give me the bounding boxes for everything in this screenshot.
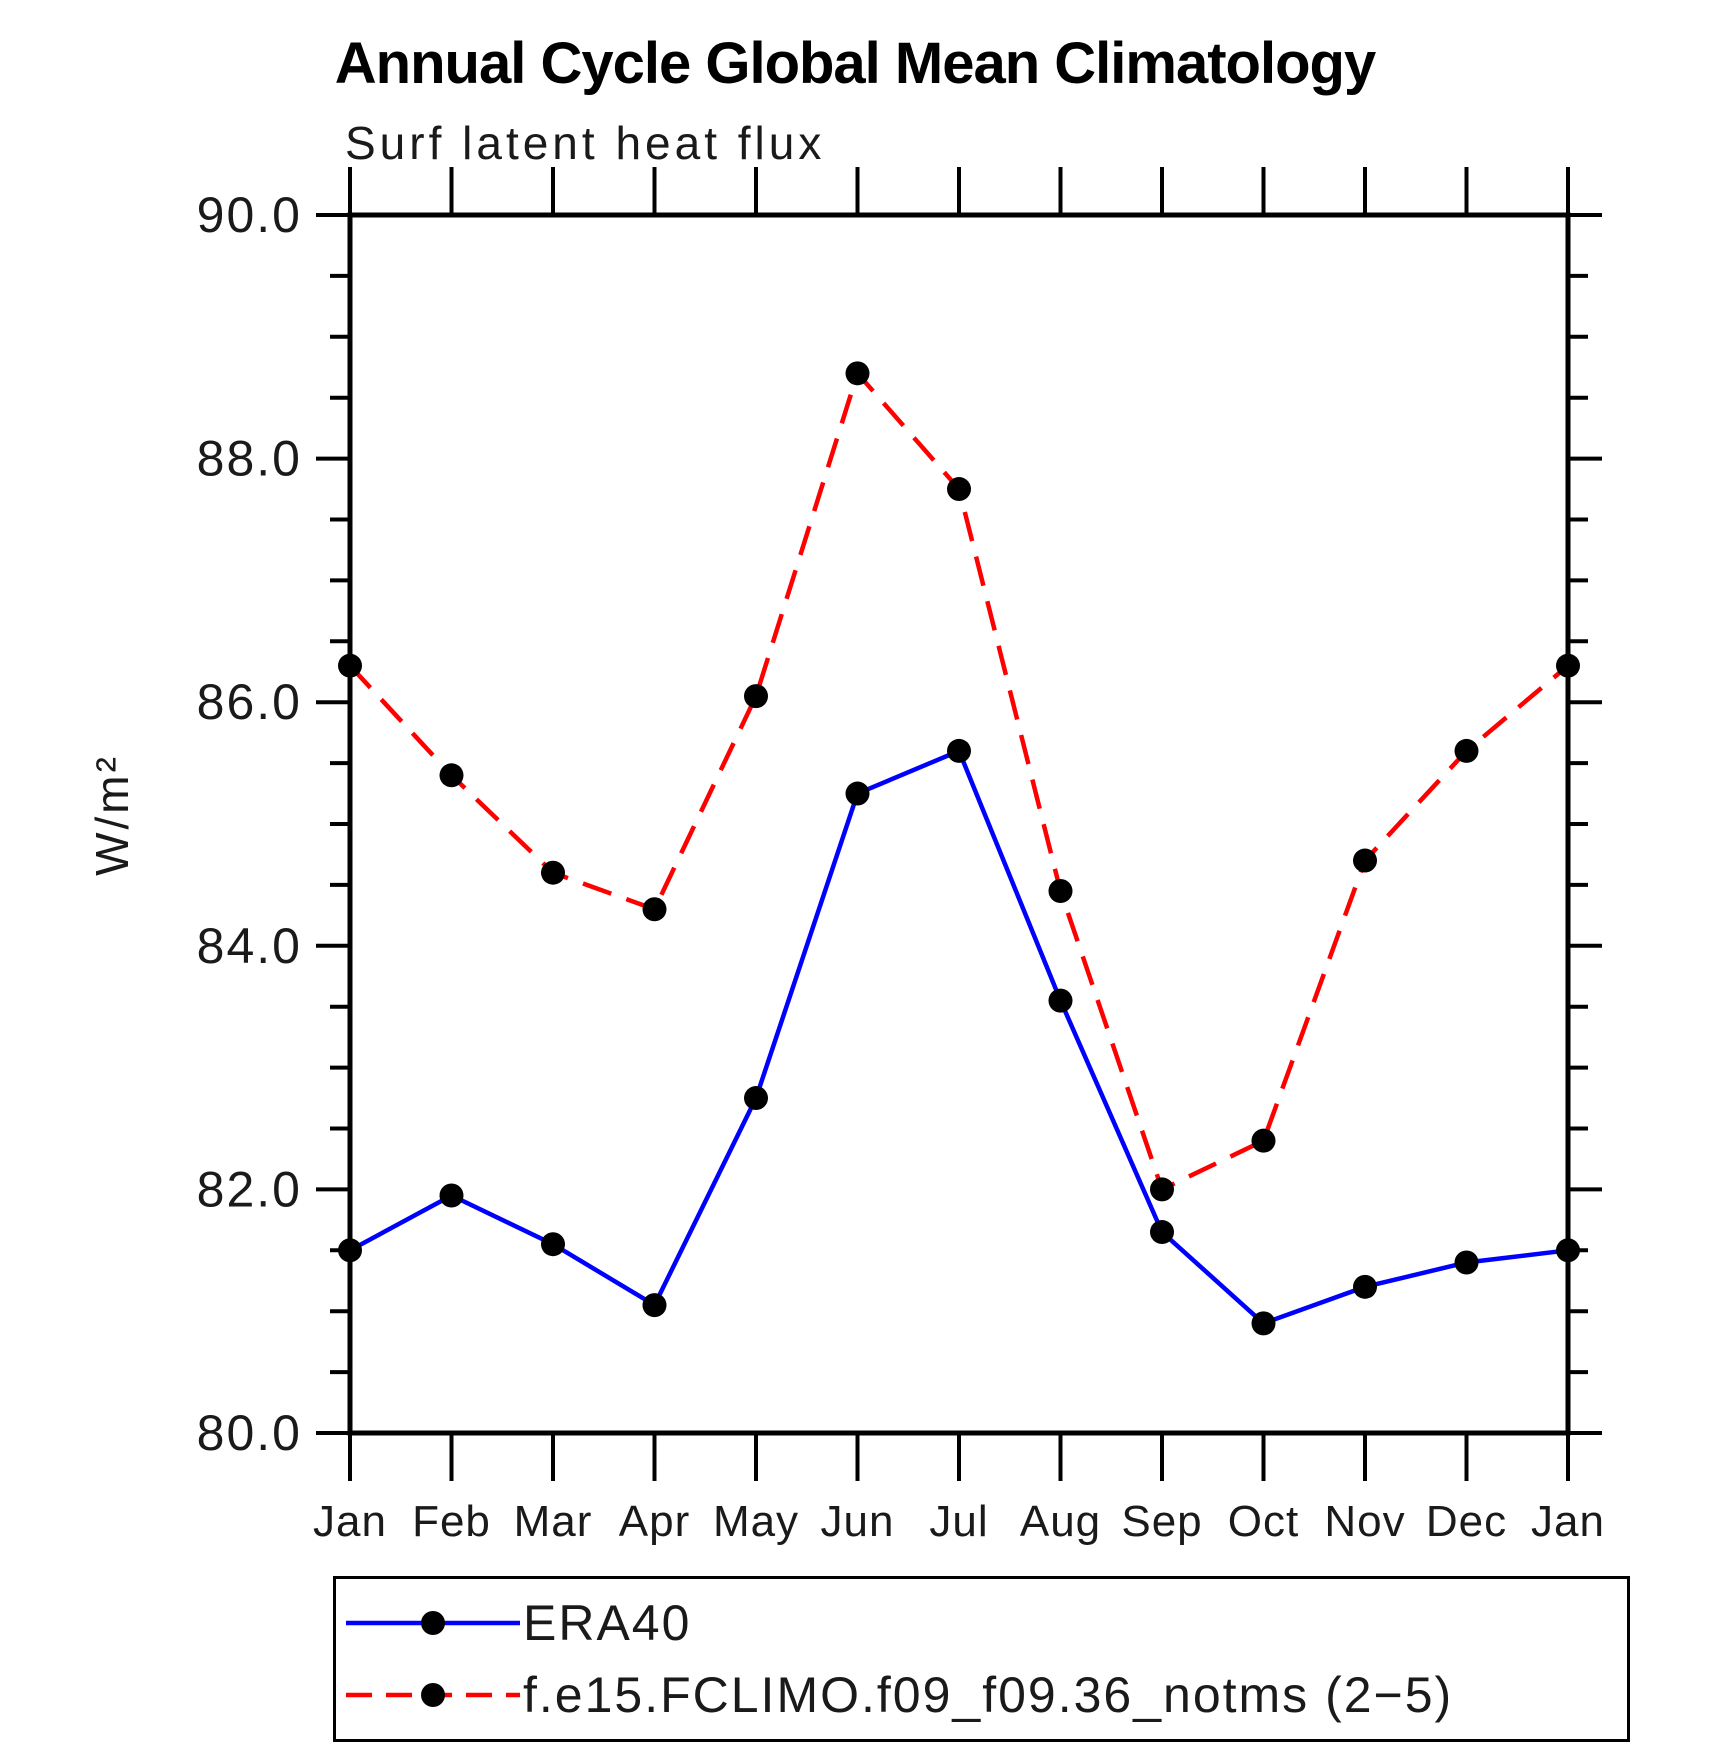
x-tick-label: Nov (1324, 1497, 1405, 1546)
legend-line-sample-solid (346, 1610, 520, 1635)
legend-line-sample-dashed (346, 1683, 520, 1708)
data-point-marker (439, 763, 464, 788)
x-tick-label: Sep (1121, 1497, 1202, 1546)
legend: ERA40 f.e15.FCLIMO.f09_f09.36_notms (2−5… (333, 1576, 1630, 1742)
x-tick-label: Mar (514, 1497, 593, 1546)
data-point-marker (439, 1183, 464, 1208)
x-tick-label: Jan (313, 1497, 387, 1546)
axis-frame (347, 212, 1571, 1436)
data-point-marker (338, 1238, 362, 1263)
data-point-marker (1353, 1274, 1377, 1299)
x-tick-label: Jun (821, 1497, 895, 1546)
legend-item-era40: ERA40 (343, 1594, 1627, 1652)
data-point-marker (1150, 1177, 1174, 1202)
y-tick-label: 80.0 (197, 1405, 302, 1461)
data-point-marker (1454, 738, 1479, 763)
data-point-marker (1251, 1128, 1276, 1153)
data-point-marker (1556, 1238, 1580, 1263)
data-point-marker (1048, 988, 1073, 1013)
data-point-marker (1556, 653, 1580, 678)
data-point-marker (1150, 1220, 1174, 1245)
y-tick-label: 90.0 (197, 187, 302, 243)
data-point-marker (1251, 1311, 1276, 1336)
y-tick-label: 84.0 (197, 918, 302, 974)
data-point-marker (338, 653, 362, 678)
legend-item-model: f.e15.FCLIMO.f09_f09.36_notms (2−5) (343, 1666, 1627, 1724)
data-point-marker (541, 1232, 565, 1257)
data-point-marker (1048, 878, 1073, 903)
legend-label-era40: ERA40 (523, 1594, 692, 1651)
y-tick-label: 82.0 (197, 1161, 302, 1217)
x-tick-label: Jul (929, 1497, 988, 1546)
data-point-marker (947, 477, 971, 502)
x-tick-label: Aug (1020, 1497, 1101, 1546)
x-tick-label: Oct (1228, 1497, 1299, 1546)
data-point-marker (845, 361, 870, 386)
x-tick-label: Apr (619, 1497, 690, 1546)
data-point-marker (642, 1293, 667, 1318)
legend-label-model: f.e15.FCLIMO.f09_f09.36_notms (2−5) (523, 1667, 1454, 1724)
x-tick-label: Jan (1531, 1497, 1605, 1546)
data-point-marker (947, 738, 971, 763)
x-tick-label: May (713, 1497, 799, 1546)
y-tick-label: 88.0 (197, 431, 302, 487)
y-tick-label: 86.0 (197, 674, 302, 730)
data-point-marker (744, 1086, 768, 1111)
chart-subtitle: Surf latent heat flux (345, 117, 826, 169)
data-point-marker (541, 860, 565, 885)
chart-title: Annual Cycle Global Mean Climatology (334, 31, 1376, 96)
x-tick-label: Dec (1426, 1497, 1507, 1546)
data-point-marker (744, 684, 768, 709)
data-point-marker (1353, 848, 1377, 873)
data-point-marker (642, 897, 667, 922)
data-point-marker (845, 781, 870, 806)
series-line-era40 (348, 747, 1569, 1326)
x-tick-label: Feb (412, 1497, 491, 1546)
data-point-marker (1454, 1250, 1479, 1275)
